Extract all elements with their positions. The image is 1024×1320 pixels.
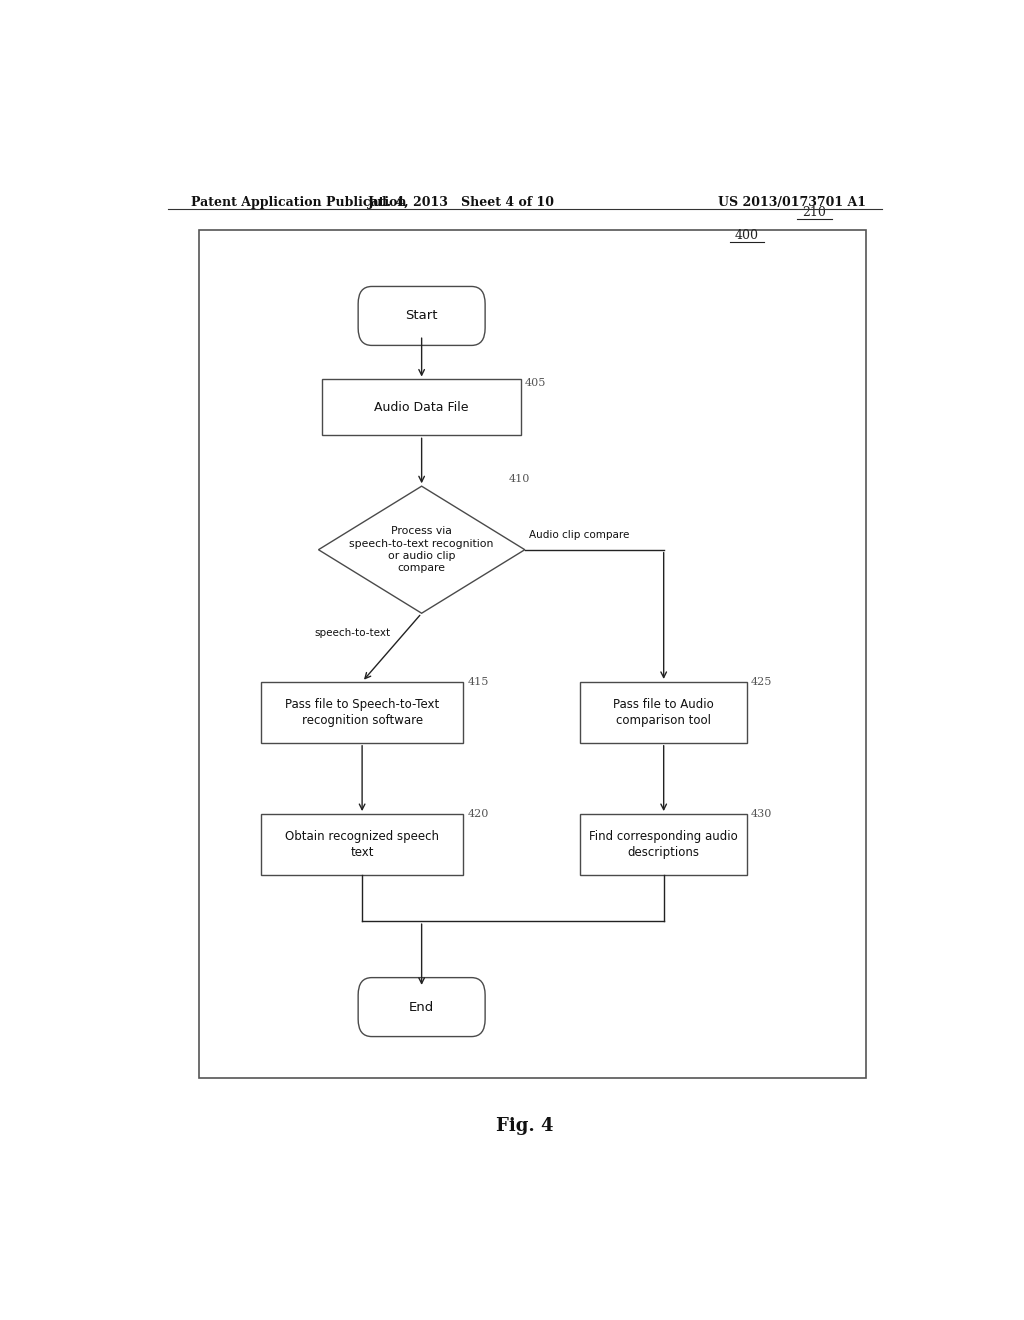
Text: Patent Application Publication: Patent Application Publication — [191, 195, 407, 209]
FancyBboxPatch shape — [261, 682, 463, 743]
Text: Audio Data File: Audio Data File — [375, 401, 469, 414]
FancyBboxPatch shape — [261, 814, 463, 875]
Text: Audio clip compare: Audio clip compare — [528, 529, 629, 540]
Text: 400: 400 — [735, 228, 759, 242]
Text: speech-to-text: speech-to-text — [314, 628, 390, 639]
Text: 405: 405 — [524, 378, 546, 388]
Text: 420: 420 — [467, 809, 488, 818]
FancyBboxPatch shape — [581, 682, 748, 743]
FancyBboxPatch shape — [358, 286, 485, 346]
Text: 415: 415 — [467, 677, 488, 686]
Text: 425: 425 — [751, 677, 772, 686]
Text: Pass file to Audio
comparison tool: Pass file to Audio comparison tool — [613, 698, 714, 727]
Text: End: End — [409, 1001, 434, 1014]
FancyBboxPatch shape — [581, 814, 748, 875]
Text: 210: 210 — [803, 206, 826, 219]
Text: Pass file to Speech-to-Text
recognition software: Pass file to Speech-to-Text recognition … — [285, 698, 439, 727]
Text: 410: 410 — [509, 474, 530, 484]
FancyBboxPatch shape — [200, 230, 866, 1078]
Text: Jul. 4, 2013   Sheet 4 of 10: Jul. 4, 2013 Sheet 4 of 10 — [368, 195, 555, 209]
Text: US 2013/0173701 A1: US 2013/0173701 A1 — [718, 195, 866, 209]
Text: 430: 430 — [751, 809, 772, 818]
Polygon shape — [318, 486, 524, 614]
Text: Fig. 4: Fig. 4 — [496, 1117, 554, 1135]
FancyBboxPatch shape — [358, 978, 485, 1036]
Text: Obtain recognized speech
text: Obtain recognized speech text — [285, 830, 439, 859]
FancyBboxPatch shape — [323, 379, 521, 436]
Text: Process via
speech-to-text recognition
or audio clip
compare: Process via speech-to-text recognition o… — [349, 527, 494, 573]
Text: Start: Start — [406, 309, 438, 322]
Text: Find corresponding audio
descriptions: Find corresponding audio descriptions — [589, 830, 738, 859]
